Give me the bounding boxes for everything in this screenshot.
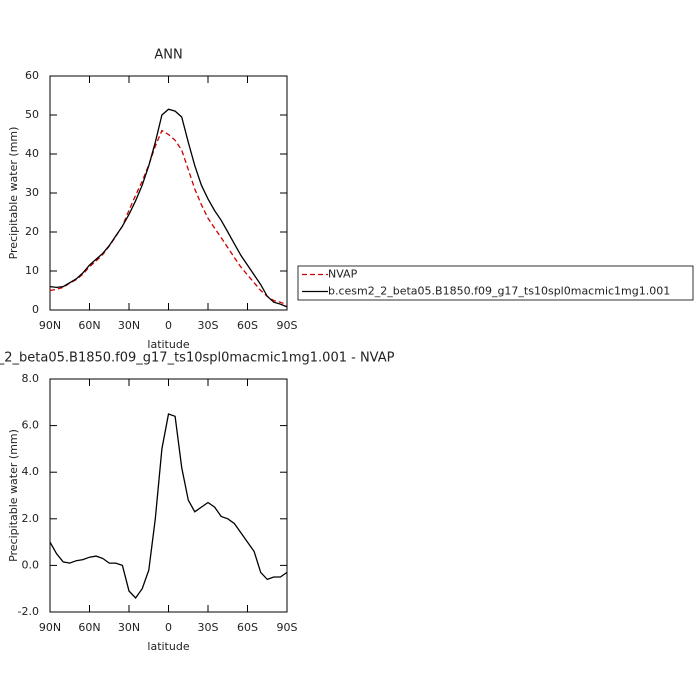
y-tick-label: 0.0 <box>22 558 40 571</box>
chart-title: b.cesm2_2_beta05.B1850.f09_g17_ts10spl0m… <box>0 351 395 366</box>
y-tick-label: 60 <box>25 69 39 82</box>
x-tick-label: 30N <box>118 319 140 332</box>
y-tick-label: 4.0 <box>22 465 40 478</box>
legend-label: NVAP <box>328 268 358 281</box>
x-tick-label: 0 <box>165 319 172 332</box>
y-tick-label: 8.0 <box>22 372 40 385</box>
x-tick-label: 90S <box>277 621 298 634</box>
y-tick-label: 50 <box>25 108 39 121</box>
x-tick-label: 90N <box>39 621 61 634</box>
y-axis-label: Precipitable water (mm) <box>7 429 20 562</box>
y-tick-label: 6.0 <box>22 419 40 432</box>
y-tick-label: -2.0 <box>18 605 39 618</box>
legend-box <box>297 265 694 301</box>
y-tick-label: 0 <box>32 303 39 316</box>
x-tick-label: 30S <box>198 319 219 332</box>
x-tick-label: 60N <box>78 319 100 332</box>
x-tick-label: 0 <box>165 621 172 634</box>
y-axis-label: Precipitable water (mm) <box>7 127 20 260</box>
y-tick-label: 30 <box>25 186 39 199</box>
x-tick-label: 90S <box>277 319 298 332</box>
x-tick-label: 60S <box>237 621 258 634</box>
x-tick-label: 60S <box>237 319 258 332</box>
x-tick-label: 90N <box>39 319 61 332</box>
y-tick-label: 20 <box>25 225 39 238</box>
x-axis-label: latitude <box>147 640 189 653</box>
data-line <box>49 413 288 600</box>
data-line <box>49 108 288 308</box>
x-tick-label: 30N <box>118 621 140 634</box>
x-tick-label: 60N <box>78 621 100 634</box>
x-axis-label: latitude <box>147 338 189 351</box>
plot-frame <box>49 75 288 311</box>
y-tick-label: 2.0 <box>22 512 40 525</box>
legend-label: b.cesm2_2_beta05.B1850.f09_g17_ts10spl0m… <box>328 285 670 298</box>
y-tick-label: 40 <box>25 147 39 160</box>
x-tick-label: 30S <box>198 621 219 634</box>
data-line <box>49 129 288 306</box>
y-tick-label: 10 <box>25 264 39 277</box>
chart-title: ANN <box>154 48 182 63</box>
